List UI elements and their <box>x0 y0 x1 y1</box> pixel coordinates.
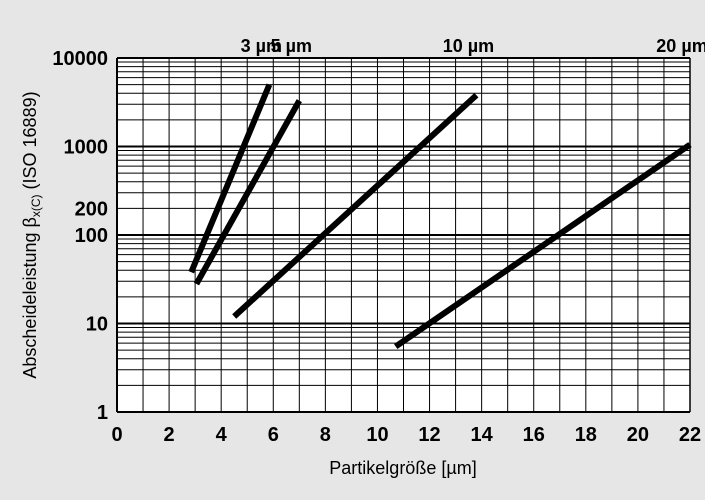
x-tick-label: 16 <box>523 424 545 446</box>
y-axis-title-prefix: Abscheideleistung β <box>20 217 40 378</box>
series-line <box>393 142 692 349</box>
x-tick-label: 20 <box>627 424 649 446</box>
series-line <box>188 83 273 274</box>
series-line <box>232 92 479 319</box>
x-tick-label: 10 <box>366 424 388 446</box>
series-label: 3 µm <box>241 36 282 56</box>
y-tick-label: 1 <box>97 402 108 424</box>
series-label: 20 µm <box>656 36 705 56</box>
x-tick-label: 8 <box>320 424 331 446</box>
x-tick-label: 0 <box>111 424 122 446</box>
y-axis-title: Abscheideleistung βx(C) (ISO 16889) <box>20 91 43 378</box>
x-tick-label: 14 <box>471 424 494 446</box>
y-tick-label: 10 <box>86 314 108 336</box>
series-layer <box>188 83 692 349</box>
series-label: 10 µm <box>443 36 494 56</box>
x-tick-label: 2 <box>164 424 175 446</box>
x-tick-label: 18 <box>575 424 597 446</box>
x-tick-labels: 0 2 4 6 8 10 12 14 16 18 20 22 <box>111 424 701 446</box>
x-tick-label: 22 <box>679 424 701 446</box>
series-line <box>193 99 302 286</box>
y-tick-label: 100 <box>75 225 108 247</box>
x-tick-label: 12 <box>418 424 440 446</box>
y-axis-title-suffix: (ISO 16889) <box>20 91 40 194</box>
x-tick-label: 4 <box>216 424 228 446</box>
series-label: 5 µm <box>271 36 312 56</box>
y-axis-title-subscript: x(C) <box>29 194 43 217</box>
y-tick-label: 1000 <box>64 137 109 159</box>
series-labels: 3 µm5 µm 10 µm 20 µm <box>241 36 705 56</box>
x-tick-label: 6 <box>268 424 279 446</box>
y-tick-label: 200 <box>75 198 108 220</box>
y-tick-label: 10000 <box>52 48 108 70</box>
x-axis-title: Partikelgröße [µm] <box>329 458 476 478</box>
y-tick-labels: 1 10 100 200 1000 10000 <box>52 48 108 424</box>
